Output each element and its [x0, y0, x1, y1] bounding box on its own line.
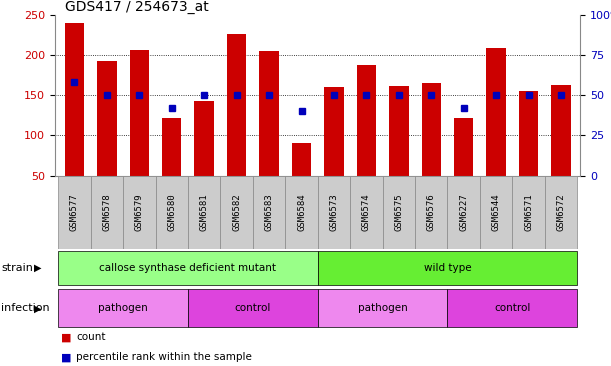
Bar	[486, 48, 506, 176]
Text: GSM6577: GSM6577	[70, 194, 79, 231]
Text: ■: ■	[61, 332, 71, 342]
Text: GSM6571: GSM6571	[524, 194, 533, 231]
Bar	[58, 290, 188, 327]
Bar	[221, 176, 253, 249]
Bar	[415, 176, 447, 249]
Bar	[188, 176, 221, 249]
Bar	[389, 86, 409, 176]
Text: count: count	[76, 332, 106, 342]
Text: GSM6579: GSM6579	[135, 194, 144, 231]
Bar	[253, 176, 285, 249]
Bar	[292, 143, 311, 176]
Text: GDS417 / 254673_at: GDS417 / 254673_at	[65, 0, 209, 14]
Text: GSM6578: GSM6578	[103, 194, 111, 231]
Text: GSM6584: GSM6584	[297, 194, 306, 231]
Text: percentile rank within the sample: percentile rank within the sample	[76, 352, 252, 362]
Bar	[447, 176, 480, 249]
Bar	[65, 23, 84, 176]
Bar	[447, 290, 577, 327]
Bar	[156, 176, 188, 249]
Bar	[130, 50, 149, 176]
Bar	[551, 85, 571, 176]
Bar	[90, 176, 123, 249]
Bar	[357, 64, 376, 176]
Bar	[318, 176, 350, 249]
Bar	[194, 101, 214, 176]
Bar	[58, 176, 90, 249]
Text: strain: strain	[1, 263, 33, 273]
Text: ■: ■	[61, 352, 71, 362]
Text: GSM6576: GSM6576	[426, 194, 436, 231]
Text: infection: infection	[1, 303, 50, 313]
Bar	[454, 118, 474, 176]
Bar	[350, 176, 382, 249]
Text: wild type: wild type	[423, 263, 471, 273]
Bar	[318, 251, 577, 285]
Text: GSM6575: GSM6575	[394, 194, 403, 231]
Bar	[513, 176, 545, 249]
Text: GSM6572: GSM6572	[557, 194, 566, 231]
Text: control: control	[235, 303, 271, 313]
Text: GSM6544: GSM6544	[492, 194, 500, 231]
Text: GSM6580: GSM6580	[167, 194, 176, 231]
Text: control: control	[494, 303, 530, 313]
Text: callose synthase deficient mutant: callose synthase deficient mutant	[100, 263, 276, 273]
Text: GSM6583: GSM6583	[265, 194, 274, 231]
Bar	[324, 87, 343, 176]
Bar	[480, 176, 513, 249]
Bar	[422, 83, 441, 176]
Bar	[318, 290, 447, 327]
Bar	[519, 91, 538, 176]
Bar	[382, 176, 415, 249]
Bar	[58, 251, 318, 285]
Text: GSM6581: GSM6581	[200, 194, 209, 231]
Text: GSM6573: GSM6573	[329, 194, 338, 231]
Text: GSM6227: GSM6227	[459, 194, 468, 231]
Text: pathogen: pathogen	[357, 303, 408, 313]
Bar	[123, 176, 156, 249]
Bar	[97, 61, 117, 176]
Bar	[162, 118, 181, 176]
Bar	[545, 176, 577, 249]
Bar	[188, 290, 318, 327]
Text: ▶: ▶	[34, 303, 41, 313]
Bar	[227, 34, 246, 176]
Bar	[285, 176, 318, 249]
Text: GSM6582: GSM6582	[232, 194, 241, 231]
Text: ▶: ▶	[34, 263, 41, 273]
Bar	[259, 51, 279, 176]
Text: pathogen: pathogen	[98, 303, 148, 313]
Text: GSM6574: GSM6574	[362, 194, 371, 231]
